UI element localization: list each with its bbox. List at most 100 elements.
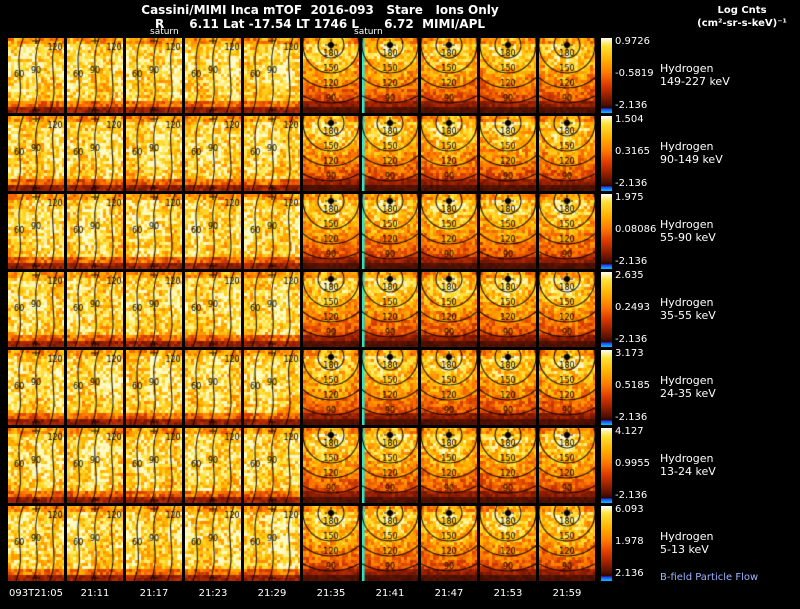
heatmap-panel-r3c7	[362, 194, 418, 269]
colorbar-mid-label: 0.5185	[615, 380, 650, 391]
heatmap-panel-r2c2	[67, 116, 123, 191]
colorbar-row-4	[601, 272, 612, 347]
heatmap-panel-r1c2	[67, 38, 123, 113]
channel-energy-range: 90-149 keV	[660, 153, 723, 166]
heatmap-panel-r7c4	[185, 506, 241, 581]
colorbar-min-label: -2.136	[615, 334, 648, 345]
heatmap-panel-r1c7	[362, 38, 418, 113]
channel-label-row-5: Hydrogen 24-35 keV	[660, 374, 798, 400]
channel-energy-range: 55-90 keV	[660, 231, 716, 244]
colorbar-max-label: 0.9726	[615, 36, 650, 47]
heatmap-panel-r2c10	[539, 116, 595, 191]
heatmap-panel-r4c10	[539, 272, 595, 347]
colorbar-mid-label: 0.9955	[615, 458, 650, 469]
heatmap-panel-r5c6	[303, 350, 359, 425]
heatmap-panel-r5c4	[185, 350, 241, 425]
heatmap-panel-r7c3	[126, 506, 182, 581]
heatmap-panel-r7c6	[303, 506, 359, 581]
colorbar-mid-label: 1.978	[615, 536, 644, 547]
heatmap-panel-r7c8	[421, 506, 477, 581]
colorbar-min-label: 2.136	[615, 568, 644, 579]
legend-line2: (cm²-sr-s-keV)⁻¹	[697, 18, 787, 29]
heatmap-panel-r6c8	[421, 428, 477, 503]
heatmap-panel-r1c4	[185, 38, 241, 113]
heatmap-panel-r6c5	[244, 428, 300, 503]
heatmap-panel-r3c8	[421, 194, 477, 269]
channel-energy-range: 149-227 keV	[660, 75, 730, 88]
heatmap-panel-r3c10	[539, 194, 595, 269]
heatmap-panel-r4c9	[480, 272, 536, 347]
colorbar-max-label: 1.975	[615, 192, 644, 203]
colorbar-max-label: 2.635	[615, 270, 644, 281]
heatmap-panel-r7c2	[67, 506, 123, 581]
colorbar-mid-label: 0.08086	[615, 224, 657, 235]
channel-species: Hydrogen	[660, 296, 714, 309]
heatmap-panel-r4c8	[421, 272, 477, 347]
heatmap-panel-r3c4	[185, 194, 241, 269]
heatmap-panel-r2c7	[362, 116, 418, 191]
saturn-marker-left: saturn	[150, 27, 179, 37]
heatmap-panel-r6c10	[539, 428, 595, 503]
heatmap-panel-r1c1	[8, 38, 64, 113]
colorbar-max-label: 6.093	[615, 504, 644, 515]
heatmap-panel-r3c1	[8, 194, 64, 269]
heatmap-panel-r4c4	[185, 272, 241, 347]
heatmap-panel-r3c5	[244, 194, 300, 269]
heatmap-panel-r2c4	[185, 116, 241, 191]
colorbar-max-label: 3.173	[615, 348, 644, 359]
heatmap-panel-r2c3	[126, 116, 182, 191]
page-title: Cassini/MIMI Inca mTOF 2016-093 Stare Io…	[141, 3, 499, 17]
heatmap-panel-r2c9	[480, 116, 536, 191]
channel-species: Hydrogen	[660, 62, 714, 75]
heatmap-panel-r1c6	[303, 38, 359, 113]
colorbar-min-label: -2.136	[615, 178, 648, 189]
heatmap-panel-r7c10	[539, 506, 595, 581]
time-tick-label: 21:47	[434, 588, 464, 599]
heatmap-panel-r3c3	[126, 194, 182, 269]
colorbar-min-label: -2.136	[615, 256, 648, 267]
heatmap-panel-r6c4	[185, 428, 241, 503]
heatmap-panel-r4c2	[67, 272, 123, 347]
heatmap-panel-r5c2	[67, 350, 123, 425]
heatmap-panel-r5c9	[480, 350, 536, 425]
channel-species: Hydrogen	[660, 530, 714, 543]
heatmap-panel-r5c1	[8, 350, 64, 425]
channel-species: Hydrogen	[660, 140, 714, 153]
colorbar-legend-title: Log Cnts (cm²-sr-s-keV)⁻¹	[686, 4, 798, 30]
channel-energy-range: 5-13 keV	[660, 543, 709, 556]
heatmap-panel-r6c9	[480, 428, 536, 503]
channel-energy-range: 13-24 keV	[660, 465, 716, 478]
heatmap-panel-r3c9	[480, 194, 536, 269]
colorbar-max-label: 4.127	[615, 426, 644, 437]
ephemeris-subtitle: R 6.11 Lat -17.54 LT 1746 L 6.72 MIMI/AP…	[154, 17, 486, 31]
channel-species: Hydrogen	[660, 374, 714, 387]
colorbar-row-5	[601, 350, 612, 425]
heatmap-panel-r4c1	[8, 272, 64, 347]
channel-species: Hydrogen	[660, 452, 714, 465]
colorbar-mid-label: -0.5819	[615, 68, 654, 79]
time-tick-label: 21:35	[316, 588, 346, 599]
heatmap-panel-r2c5	[244, 116, 300, 191]
heatmap-panel-r3c6	[303, 194, 359, 269]
heatmap-panel-r6c3	[126, 428, 182, 503]
colorbar-min-label: -2.136	[615, 412, 648, 423]
time-tick-label: 093T21:05	[8, 588, 64, 599]
heatmap-panel-r2c8	[421, 116, 477, 191]
time-tick-label: 21:53	[493, 588, 523, 599]
colorbar-mid-label: 0.2493	[615, 302, 650, 313]
heatmap-panel-r6c7	[362, 428, 418, 503]
time-tick-label: 21:29	[257, 588, 287, 599]
heatmap-panel-r1c8	[421, 38, 477, 113]
heatmap-panel-r4c7	[362, 272, 418, 347]
time-tick-label: 21:59	[552, 588, 582, 599]
heatmap-panel-r6c1	[8, 428, 64, 503]
heatmap-panel-r5c7	[362, 350, 418, 425]
heatmap-panel-r7c7	[362, 506, 418, 581]
saturn-marker-right: saturn	[354, 27, 383, 37]
colorbar-row-6	[601, 428, 612, 503]
heatmap-panel-r4c3	[126, 272, 182, 347]
heatmap-panel-r2c6	[303, 116, 359, 191]
heatmap-panel-r5c3	[126, 350, 182, 425]
heatmap-panel-r1c5	[244, 38, 300, 113]
